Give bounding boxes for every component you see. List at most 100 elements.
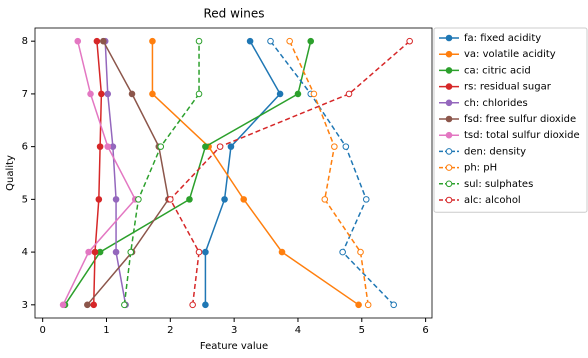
data-point: [87, 90, 94, 98]
legend-label: tsd: total sulfur dioxide: [464, 130, 580, 141]
series-line: [123, 41, 200, 305]
data-point: [91, 248, 99, 256]
y-axis-label: Quality: [5, 155, 16, 191]
series-line: [64, 41, 312, 306]
data-point: [310, 90, 318, 98]
data-point: [345, 90, 353, 98]
data-point: [364, 301, 372, 309]
data-point: [84, 301, 91, 309]
y-tick-label: 8: [22, 36, 28, 47]
data-point: [267, 37, 274, 45]
legend-label: alc: alcohol: [464, 195, 521, 206]
series-line: [104, 41, 127, 305]
data-point: [85, 248, 92, 256]
legend-marker: [445, 34, 453, 42]
data-point: [127, 248, 135, 256]
legend-marker: [445, 164, 453, 171]
data-point: [202, 248, 209, 256]
y-tick-label: 7: [22, 89, 28, 100]
x-tick-label: 5: [359, 325, 365, 336]
data-point: [357, 248, 364, 256]
data-point: [74, 37, 82, 45]
data-point: [321, 196, 329, 203]
legend-label: ph: pH: [464, 163, 497, 174]
y-tick-label: 5: [22, 194, 28, 205]
data-point: [149, 90, 156, 98]
legend-marker: [445, 67, 453, 74]
series-line: [151, 41, 360, 306]
data-point: [240, 196, 248, 203]
data-point: [149, 37, 156, 45]
series-line: [92, 41, 103, 305]
plot-frame: [34, 27, 433, 319]
x-tick-label: 3: [231, 325, 237, 336]
series-line: [269, 40, 395, 306]
legend-label: fa: fixed acidity: [464, 33, 541, 44]
data-point: [406, 37, 413, 45]
x-tick-label: 4: [295, 325, 301, 336]
data-point: [286, 37, 293, 45]
x-tick-label: 0: [39, 325, 45, 336]
data-point: [331, 143, 338, 150]
data-point: [339, 248, 346, 256]
data-point: [227, 143, 235, 150]
legend-marker: [445, 50, 453, 58]
data-point: [202, 301, 209, 309]
x-tick-label: 2: [167, 325, 173, 336]
data-point: [135, 196, 142, 203]
chart-title: Red wines: [203, 7, 264, 21]
data-point: [246, 37, 254, 45]
data-point: [307, 37, 315, 45]
data-point: [195, 248, 203, 256]
data-point: [186, 196, 193, 203]
legend-label: rs: residual sugar: [464, 82, 552, 93]
data-point: [104, 90, 112, 98]
legend-marker: [445, 180, 453, 188]
data-point: [342, 143, 350, 150]
series-line: [62, 41, 137, 306]
data-point: [195, 90, 203, 98]
data-point: [189, 301, 196, 309]
legend-label: den: density: [464, 146, 526, 157]
data-point: [99, 37, 107, 45]
data-point: [276, 90, 284, 98]
data-point: [221, 196, 228, 203]
data-point: [294, 90, 302, 98]
data-point: [104, 143, 112, 150]
data-point: [121, 301, 128, 309]
data-point: [167, 196, 174, 203]
data-point: [157, 143, 165, 150]
legend-marker: [445, 196, 453, 204]
data-point: [362, 196, 370, 203]
y-tick-label: 3: [22, 300, 28, 311]
data-point: [278, 248, 286, 256]
data-point: [216, 143, 224, 150]
series-line: [86, 40, 170, 306]
legend-label: ca: citric acid: [464, 65, 531, 76]
data-point: [390, 301, 398, 309]
series-line: [204, 40, 282, 305]
legend-label: ch: chlorides: [464, 98, 528, 109]
legend-marker: [445, 83, 453, 90]
legend-label: va: volatile acidity: [464, 49, 556, 60]
legend-marker: [445, 131, 453, 139]
legend-marker: [445, 115, 453, 123]
data-point: [93, 37, 101, 45]
legend-label: sul: sulphates: [464, 179, 533, 190]
series-line: [169, 40, 411, 305]
legend-marker: [445, 148, 453, 155]
data-point: [59, 301, 67, 309]
data-point: [128, 90, 136, 98]
data-point: [202, 143, 209, 150]
legend-marker: [445, 99, 453, 107]
data-point: [90, 301, 98, 309]
data-point: [112, 196, 120, 203]
data-point: [98, 90, 105, 98]
x-axis-label: Feature value: [200, 341, 268, 352]
legend-box: [433, 27, 588, 213]
x-tick-label: 6: [422, 325, 428, 336]
data-point: [95, 196, 103, 203]
data-point: [96, 143, 104, 150]
x-tick-label: 1: [103, 325, 109, 336]
